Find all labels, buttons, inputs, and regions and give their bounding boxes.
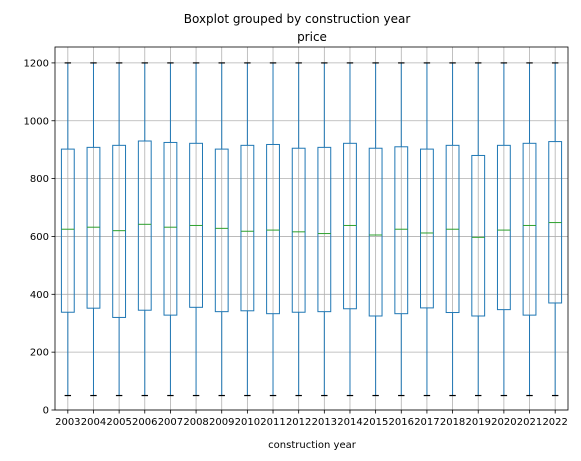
box-body [522,142,537,316]
x-tick-label: 2012 [286,417,311,428]
x-tick-label: 2022 [542,417,567,428]
box-body [137,140,152,311]
plot-frame [54,46,569,411]
box-body [420,148,434,309]
box-2009 [214,62,229,397]
x-axis-label: construction year [268,440,357,451]
box-body [163,141,178,316]
y-tick-label: 1200 [24,58,49,69]
box-2004 [86,62,101,397]
box-2016 [394,62,409,397]
x-tick-label: 2016 [389,417,414,428]
y-tick-label: 800 [30,174,49,185]
chart-suptitle: Boxplot grouped by construction year [184,12,411,26]
y-tick-label: 1000 [24,116,49,127]
box-2012 [291,62,306,397]
box-body [86,146,101,309]
box-body [368,147,383,317]
x-tick-label: 2019 [465,417,490,428]
box-2003 [60,62,75,397]
box-2022 [548,62,563,397]
box-2006 [137,62,152,397]
x-tick-label: 2015 [363,417,388,428]
x-tick-label: 2010 [235,417,260,428]
box-2013 [317,62,332,397]
box-2021 [522,62,537,397]
box-body [60,148,75,313]
y-tick-label: 200 [30,348,49,359]
box-body [496,144,511,311]
box-2019 [471,62,486,397]
box-2018 [445,62,460,397]
x-tick-label: 2017 [414,417,439,428]
y-axis-ticks: 0 200 400 600 800 1000 1200 [24,58,55,417]
box-2005 [112,62,127,397]
box-body [343,142,357,310]
x-tick-label: 2021 [517,417,542,428]
box-body [266,143,280,315]
box-2011 [266,62,280,397]
x-tick-label: 2006 [132,417,157,428]
x-tick-label: 2020 [491,417,516,428]
box-2007 [163,62,178,397]
box-body [471,154,486,317]
box-marks [60,62,563,397]
x-tick-label: 2011 [260,417,285,428]
x-axis-ticks: 2003 2004 2005 2006 2007 2008 2009 2010 2011 2012… [55,410,568,428]
box-2008 [189,62,203,397]
box-2010 [240,62,255,397]
x-tick-label: 2009 [209,417,234,428]
x-tick-label: 2005 [106,417,131,428]
x-tick-label: 2013 [312,417,337,428]
box-body [291,147,306,313]
x-tick-label: 2004 [81,417,106,428]
chart-title: price [297,30,327,44]
y-tick-label: 600 [30,232,49,243]
x-tick-label: 2018 [440,417,465,428]
box-body [214,148,229,313]
box-2014 [343,62,357,397]
x-tick-label: 2008 [183,417,208,428]
box-2015 [368,62,383,397]
box-body [112,144,127,318]
box-2017 [420,62,434,397]
box-body [240,144,255,312]
y-tick-label: 0 [43,406,49,417]
x-tick-label: 2007 [158,417,183,428]
y-tick-label: 400 [30,290,49,301]
box-body [317,146,332,313]
x-tick-label: 2014 [337,417,362,428]
box-2020 [496,62,511,397]
grid-lines [55,47,568,411]
x-tick-label: 2003 [55,417,80,428]
box-body [394,146,409,315]
